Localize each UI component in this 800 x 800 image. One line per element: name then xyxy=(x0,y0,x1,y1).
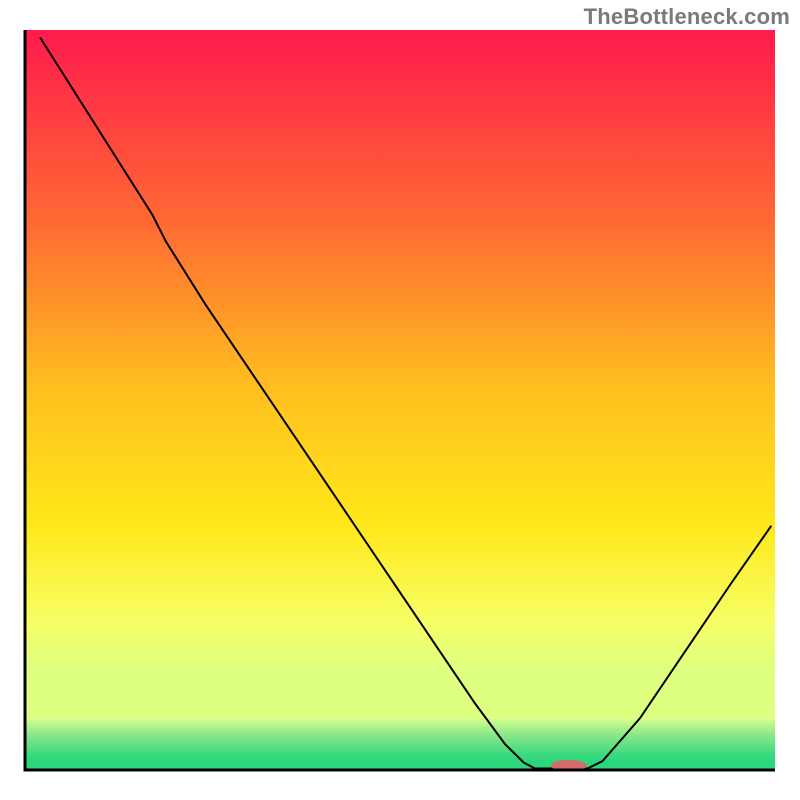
watermark: TheBottleneck.com xyxy=(584,4,790,30)
bottleneck-chart xyxy=(0,0,800,800)
green-base xyxy=(25,759,775,770)
gradient-background xyxy=(25,30,775,718)
green-band xyxy=(25,718,775,759)
